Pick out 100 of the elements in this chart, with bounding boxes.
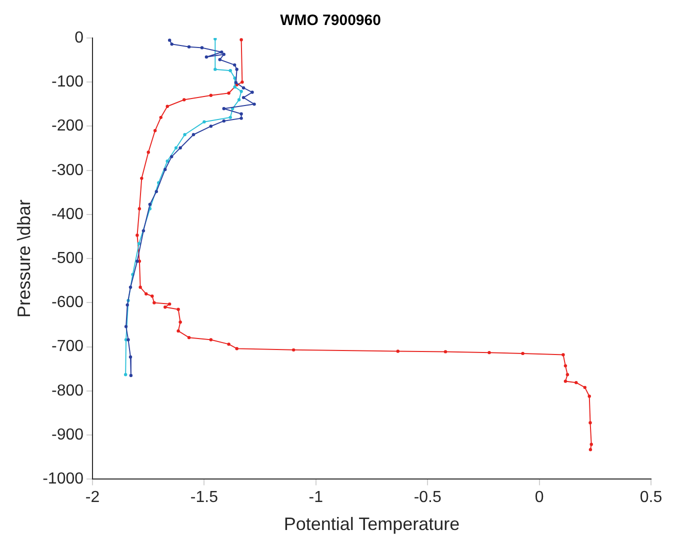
point	[170, 42, 174, 46]
y-tick-label: -1000	[42, 470, 84, 488]
point	[142, 229, 146, 232]
point	[222, 52, 226, 56]
point	[136, 260, 139, 263]
y-tick-label: -300	[51, 162, 84, 179]
y-tick-label: -200	[51, 118, 84, 135]
point	[204, 55, 208, 59]
point	[588, 394, 591, 398]
point	[222, 106, 226, 110]
x-tick-label: -0.5	[414, 489, 442, 506]
point	[126, 338, 130, 342]
point	[176, 329, 180, 333]
point	[235, 68, 238, 71]
point	[183, 133, 186, 136]
point	[250, 90, 254, 94]
x-tick-label: 0.5	[640, 489, 662, 506]
point	[209, 124, 213, 128]
point	[233, 85, 236, 89]
point	[153, 129, 157, 132]
point	[150, 294, 154, 298]
point	[564, 380, 568, 383]
point	[396, 350, 400, 353]
point	[588, 448, 592, 452]
point	[124, 373, 128, 376]
point	[292, 348, 296, 352]
point	[234, 80, 238, 84]
point	[144, 292, 148, 296]
y-tick-label: -100	[51, 74, 84, 91]
chart-title: WMO 7900960	[280, 12, 381, 30]
point	[146, 150, 150, 154]
point	[192, 133, 196, 136]
point	[178, 320, 182, 324]
point	[178, 146, 182, 150]
point	[166, 104, 169, 108]
point	[237, 98, 241, 102]
point	[187, 45, 191, 48]
point	[218, 58, 222, 62]
point	[126, 303, 129, 307]
point	[564, 364, 568, 368]
point	[228, 116, 232, 120]
point	[521, 352, 524, 356]
point	[242, 86, 246, 90]
x-tick-label: -1.5	[190, 489, 218, 506]
point	[168, 38, 172, 42]
point	[588, 421, 592, 424]
point	[590, 442, 593, 446]
point	[444, 350, 448, 354]
point	[182, 98, 186, 102]
point	[170, 155, 174, 158]
point	[242, 96, 246, 100]
point	[240, 112, 243, 116]
point	[174, 146, 178, 150]
y-tick-label: -500	[51, 250, 84, 268]
point	[240, 80, 244, 84]
point	[227, 92, 230, 95]
point	[138, 207, 142, 210]
point	[137, 242, 141, 246]
point	[220, 50, 224, 54]
y-tick-label: 0	[74, 29, 84, 46]
point	[148, 202, 152, 206]
point	[129, 374, 133, 378]
y-tick-label: -900	[51, 426, 84, 444]
point	[562, 353, 565, 356]
point	[166, 159, 169, 163]
point	[128, 286, 132, 289]
y-tick-label: -800	[51, 382, 84, 400]
point	[222, 119, 226, 123]
point	[164, 168, 167, 172]
point	[214, 68, 217, 71]
point	[200, 46, 204, 50]
point	[124, 324, 128, 328]
x-axis-title: Potential Temperature	[284, 514, 460, 534]
x-tick-label: -2	[85, 489, 100, 506]
y-tick-label: -600	[51, 294, 84, 312]
point	[152, 301, 156, 304]
point	[240, 38, 243, 42]
point	[164, 306, 167, 309]
point	[227, 342, 230, 346]
point	[233, 63, 236, 67]
point	[566, 373, 570, 376]
point	[140, 176, 144, 180]
y-axis-title: Pressure \dbar	[14, 200, 34, 318]
point	[168, 302, 172, 306]
point	[583, 386, 586, 390]
point	[235, 347, 238, 350]
point	[159, 116, 162, 120]
point	[209, 338, 213, 342]
point	[574, 380, 578, 384]
point	[202, 120, 206, 124]
point	[128, 355, 132, 359]
x-tick-label: -1	[308, 489, 324, 506]
point	[209, 94, 213, 97]
point	[136, 234, 139, 237]
y-tick-label: -400	[51, 206, 84, 223]
point	[138, 286, 142, 289]
point	[240, 90, 243, 93]
point	[252, 102, 256, 106]
point	[228, 69, 232, 72]
x-tick-label: 0	[534, 489, 544, 506]
